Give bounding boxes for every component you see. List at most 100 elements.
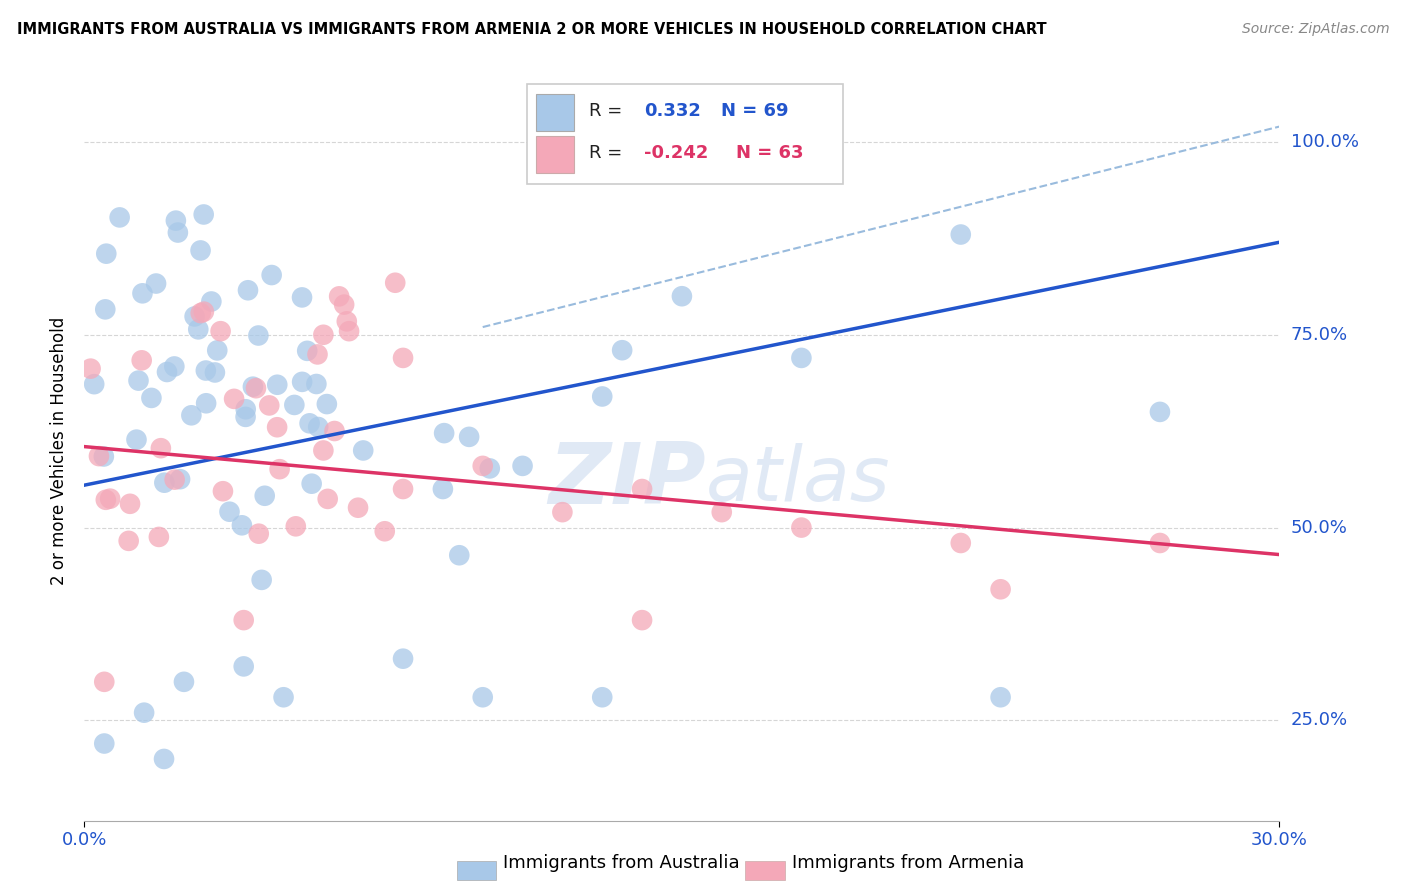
Point	[218, 505, 240, 519]
Point	[190, 244, 212, 258]
Point	[187, 322, 209, 336]
Point	[232, 613, 254, 627]
Point	[231, 518, 253, 533]
Point	[169, 472, 191, 486]
Point	[269, 462, 291, 476]
Point	[352, 443, 374, 458]
Text: Immigrants from Armenia: Immigrants from Armenia	[792, 855, 1024, 872]
Point	[83, 377, 105, 392]
Point	[266, 377, 288, 392]
Point	[163, 359, 186, 374]
Point	[347, 500, 370, 515]
Point	[790, 351, 813, 365]
Point	[145, 277, 167, 291]
Text: IMMIGRANTS FROM AUSTRALIA VS IMMIGRANTS FROM ARMENIA 2 OR MORE VEHICLES IN HOUSE: IMMIGRANTS FROM AUSTRALIA VS IMMIGRANTS …	[17, 22, 1046, 37]
Point	[93, 450, 115, 464]
Bar	[536, 94, 575, 130]
Point	[471, 690, 494, 705]
Point	[141, 391, 163, 405]
Point	[305, 376, 328, 391]
Point	[790, 520, 813, 534]
Point	[284, 519, 307, 533]
Point	[392, 482, 415, 496]
Point	[283, 398, 305, 412]
Point	[212, 484, 235, 499]
Point	[312, 443, 335, 458]
FancyBboxPatch shape	[527, 84, 844, 184]
Point	[591, 389, 613, 403]
Point	[612, 343, 634, 358]
Point	[222, 392, 245, 406]
Point	[471, 458, 494, 473]
Point	[200, 294, 222, 309]
Point	[710, 505, 733, 519]
Point	[153, 752, 176, 766]
Point	[194, 363, 217, 377]
Point	[315, 397, 337, 411]
Text: Source: ZipAtlas.com: Source: ZipAtlas.com	[1241, 22, 1389, 37]
Point	[1149, 405, 1171, 419]
Text: N = 69: N = 69	[721, 102, 789, 120]
Text: ZIP: ZIP	[548, 439, 706, 522]
Point	[328, 289, 350, 303]
Point	[384, 276, 406, 290]
Point	[98, 491, 121, 506]
Point	[195, 396, 218, 410]
Point	[949, 536, 972, 550]
Point	[173, 674, 195, 689]
Point	[118, 497, 141, 511]
Point	[374, 524, 396, 539]
Point	[183, 310, 205, 324]
Point	[432, 482, 454, 496]
Point	[990, 690, 1012, 705]
Point	[291, 375, 314, 389]
Text: R =: R =	[589, 144, 627, 161]
Text: atlas: atlas	[706, 443, 890, 517]
Point	[392, 651, 415, 665]
Point	[245, 381, 267, 395]
Point	[235, 402, 257, 417]
Point	[118, 533, 141, 548]
Point	[631, 482, 654, 496]
Point	[148, 530, 170, 544]
Point	[94, 492, 117, 507]
Point	[323, 424, 346, 438]
Point	[250, 573, 273, 587]
Point	[167, 226, 190, 240]
Point	[165, 213, 187, 227]
Text: 50.0%: 50.0%	[1291, 518, 1347, 537]
Point	[291, 290, 314, 304]
Point	[163, 473, 186, 487]
Text: 0.332: 0.332	[644, 102, 700, 120]
Bar	[536, 136, 575, 173]
Point	[93, 674, 115, 689]
Point	[591, 690, 613, 705]
Point	[242, 379, 264, 393]
Point	[125, 433, 148, 447]
Point	[96, 246, 118, 260]
Point	[128, 374, 150, 388]
Point	[247, 526, 270, 541]
Point	[108, 211, 131, 225]
Point	[236, 283, 259, 297]
Point	[204, 366, 226, 380]
Point	[295, 343, 318, 358]
Point	[93, 737, 115, 751]
Point	[990, 582, 1012, 597]
Point	[336, 314, 359, 328]
Point	[94, 302, 117, 317]
Point	[207, 343, 229, 358]
Point	[79, 361, 101, 376]
Text: 100.0%: 100.0%	[1291, 133, 1358, 151]
Point	[153, 475, 176, 490]
Point	[132, 706, 156, 720]
Point	[512, 458, 534, 473]
Point	[458, 430, 481, 444]
Text: -0.242: -0.242	[644, 144, 709, 161]
Point	[180, 409, 202, 423]
Point	[949, 227, 972, 242]
Point	[392, 351, 415, 365]
Point	[316, 491, 339, 506]
Point	[232, 659, 254, 673]
Point	[273, 690, 295, 705]
